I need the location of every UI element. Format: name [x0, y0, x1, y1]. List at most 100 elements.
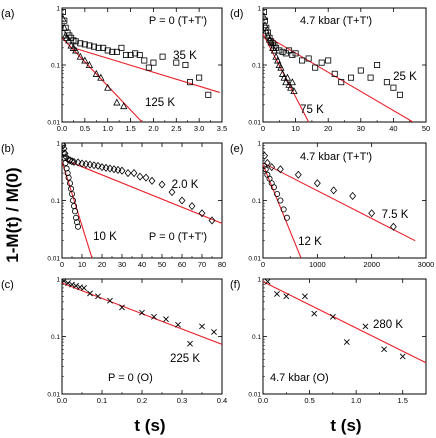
- fit-line: [62, 282, 222, 345]
- data-point: [348, 74, 355, 81]
- data-point: [142, 173, 150, 182]
- x-tick-label: 50: [158, 260, 166, 269]
- series-triangle: [263, 12, 310, 122]
- data-point: [73, 282, 79, 289]
- data-point: [357, 67, 364, 74]
- data-point: [313, 179, 321, 188]
- x-tick-label: 0: [261, 124, 265, 133]
- data-point: [274, 291, 280, 297]
- data-point: [110, 165, 118, 174]
- x-tick-label: 0.2: [137, 396, 147, 405]
- data-point: [118, 44, 125, 51]
- data-point: [92, 69, 100, 77]
- data-point: [62, 33, 71, 41]
- x-tick-label: 3000: [418, 260, 435, 269]
- data-point: [120, 102, 128, 110]
- data-point: [70, 157, 78, 166]
- y-tick-label: 1: [56, 277, 60, 284]
- data-point: [76, 52, 84, 60]
- data-point: [94, 161, 102, 170]
- y-tick-label: 0.1: [51, 334, 60, 341]
- data-point: [86, 160, 94, 169]
- panel-label: (d): [230, 8, 243, 20]
- panel-a: 0.0 0.5 1.0 1.5 2.0 2.5 3.0 3.5 0.01 0.1 1 (a) P = 0…: [1, 6, 227, 134]
- data-point: [72, 46, 80, 54]
- data-point: [305, 55, 312, 62]
- data-point: [283, 293, 290, 300]
- data-point: [330, 186, 338, 195]
- data-point: [269, 40, 276, 47]
- data-point: [318, 59, 325, 66]
- data-point: [349, 191, 357, 200]
- data-point: [69, 281, 75, 288]
- data-point: [205, 91, 212, 98]
- data-point: [130, 169, 138, 178]
- data-point: [290, 87, 298, 94]
- data-area: [62, 9, 220, 122]
- data-point: [274, 190, 281, 197]
- y-tick-label: 0.01: [47, 120, 60, 127]
- x-axis-label-left: t (s): [134, 416, 165, 435]
- data-point: [208, 216, 216, 225]
- data-point: [163, 316, 169, 323]
- data-point: [78, 159, 86, 168]
- data-point: [81, 56, 89, 64]
- data-point: [67, 180, 74, 187]
- data-point: [263, 151, 269, 160]
- fit-line: [263, 162, 416, 242]
- series-circle: [263, 162, 302, 258]
- data-point: [325, 57, 332, 64]
- x-tick-label: 60: [178, 260, 186, 269]
- x-tick-label: 40: [138, 260, 146, 269]
- data-point: [182, 62, 189, 69]
- data-point: [374, 62, 381, 69]
- data-point: [63, 165, 70, 172]
- data-point: [97, 73, 105, 81]
- data-point: [276, 165, 284, 174]
- data-point: [263, 162, 268, 169]
- panel-b: 0 10 20 30 40 50 60 70 80 0.01 0.1 1 (b) P = 0 (T+T')…: [1, 141, 226, 270]
- data-point: [62, 279, 67, 285]
- data-point: [107, 297, 113, 304]
- x-tick-label: 10: [78, 260, 86, 269]
- y-tick-label: 0.01: [47, 392, 60, 399]
- data-point: [68, 157, 76, 166]
- data-point: [175, 321, 181, 328]
- x-tick-label: 2.0: [148, 124, 158, 133]
- x-tick-label: 2.5: [171, 124, 181, 133]
- y-tick-label: 1: [257, 277, 261, 284]
- data-point: [87, 290, 93, 297]
- data-point: [294, 170, 302, 179]
- data-point: [263, 158, 271, 167]
- y-axis-label: 1-M(t) / M(0): [3, 167, 22, 262]
- x-tick-label: 0.0: [57, 124, 67, 133]
- panel-label: (b): [1, 143, 14, 155]
- data-point: [72, 208, 79, 215]
- data-point: [82, 160, 90, 169]
- x-tick-label: 0.0: [57, 396, 67, 405]
- panel-label: (e): [230, 143, 243, 155]
- data-point: [150, 59, 157, 66]
- data-point: [62, 144, 68, 153]
- data-point: [102, 163, 110, 172]
- x-tick-label: 40: [389, 124, 397, 133]
- condition-label: P = 0 (T+T'): [149, 15, 207, 27]
- data-point: [67, 41, 75, 49]
- data-point: [62, 143, 66, 149]
- panel-label: (f): [230, 279, 240, 291]
- panel-label: (c): [1, 279, 14, 291]
- data-point: [62, 9, 66, 16]
- data-point: [276, 47, 283, 54]
- data-point: [264, 279, 271, 285]
- series-label: 2.0 K: [172, 179, 199, 191]
- y-tick-label: 0.01: [47, 256, 60, 263]
- series-square: [62, 9, 220, 98]
- x-tick-label: 0.5: [80, 124, 90, 133]
- data-point: [104, 47, 111, 54]
- data-point: [211, 329, 217, 335]
- series-label: 35 K: [173, 50, 197, 62]
- data-point: [331, 70, 338, 77]
- data-point: [64, 170, 71, 177]
- data-point: [85, 61, 94, 68]
